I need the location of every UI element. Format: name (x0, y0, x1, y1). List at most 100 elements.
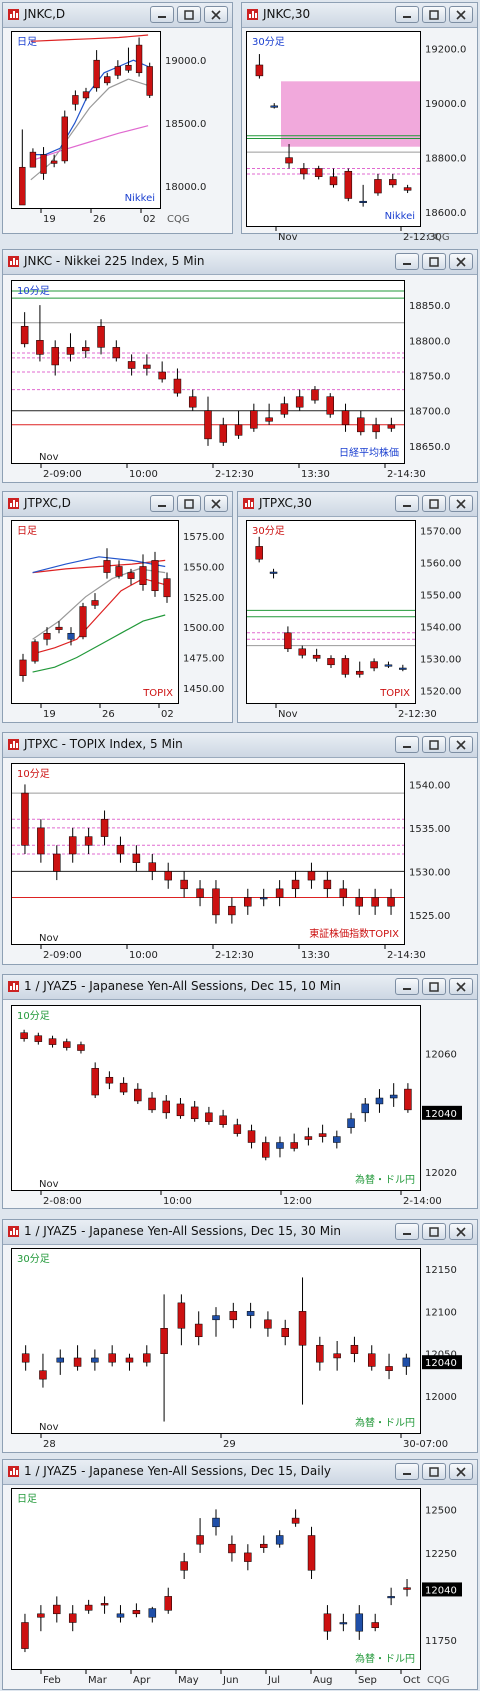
close-button[interactable] (449, 253, 473, 270)
minimize-button[interactable] (395, 6, 419, 23)
candle-body (275, 888, 284, 898)
last-price-label: 12040 (425, 1358, 457, 1369)
close-button[interactable] (449, 978, 473, 995)
candle-body (116, 1613, 125, 1618)
candle-body (82, 91, 90, 99)
title-bar[interactable]: JNKC,D (3, 3, 232, 28)
close-button[interactable] (449, 736, 473, 753)
restore-icon (429, 498, 439, 509)
candle-body (119, 1082, 128, 1093)
close-button[interactable] (204, 495, 228, 512)
title-bar[interactable]: JNKC,30 (242, 3, 477, 28)
candlestick-chart: 12060 12020 12040 2-08:00 10:00 12:00 2-14:00 N… (17, 1010, 462, 1207)
candle-body (370, 661, 378, 669)
title-bar[interactable]: JTPXC - TOPIX Index, 5 Min (3, 733, 477, 758)
chart-window-jtpxc-d: JTPXC,D 1575.00 1550.00 1525.00 1500.00 1475… (2, 491, 233, 723)
close-icon (456, 498, 466, 509)
candle-body (34, 1035, 43, 1042)
minimize-button[interactable] (150, 495, 174, 512)
restore-button[interactable] (177, 495, 201, 512)
y-tick-label: 1530.00 (409, 867, 450, 878)
close-button[interactable] (449, 495, 473, 512)
x-tick-label: 2-14:00 (403, 1196, 442, 1207)
candle-body (50, 160, 58, 164)
timeframe-label: 10分足 (17, 285, 50, 297)
minimize-button[interactable] (150, 6, 174, 23)
close-button[interactable] (449, 1223, 473, 1240)
candle-body (100, 1603, 109, 1606)
title-bar[interactable]: JNKC - Nikkei 225 Index, 5 Min (3, 250, 477, 275)
candle-body (31, 641, 39, 662)
minimize-icon (403, 745, 411, 748)
chart-plot-area[interactable] (11, 1005, 421, 1191)
instrument-label: Nikkei (385, 211, 415, 222)
candle-body (262, 1142, 270, 1158)
chart-plot-area[interactable] (11, 520, 179, 704)
candle-body (361, 1103, 369, 1114)
candle-body (143, 364, 151, 369)
last-price-box (422, 1105, 462, 1120)
restore-button[interactable] (422, 253, 446, 270)
candle-body (164, 1596, 172, 1611)
y-tick-label: 1520.00 (420, 686, 461, 697)
title-bar[interactable]: 1 / JYAZ5 - Japanese Yen-All Sessions, D… (3, 1220, 477, 1245)
candle-body (339, 1622, 348, 1625)
y-tick-label: 1450.00 (183, 684, 224, 695)
candle-body (250, 410, 258, 429)
chart-plot-area[interactable] (11, 1248, 421, 1434)
minimize-button[interactable] (395, 736, 419, 753)
restore-icon (184, 9, 194, 20)
restore-button[interactable] (422, 1463, 446, 1480)
restore-button[interactable] (177, 6, 201, 23)
moving-average-line (30, 34, 149, 42)
close-button[interactable] (204, 6, 228, 23)
candle-body (173, 378, 182, 394)
candle-body (387, 424, 396, 429)
title-bar[interactable]: JTPXC,D (3, 492, 232, 517)
candle-body (84, 836, 93, 846)
candle-body (314, 168, 323, 177)
y-tick-label: 1475.00 (183, 654, 224, 665)
x-tick-label: 29 (223, 1439, 236, 1450)
last-price-label: 12040 (425, 1109, 457, 1120)
restore-button[interactable] (422, 978, 446, 995)
restore-button[interactable] (422, 6, 446, 23)
candle-body (341, 658, 350, 675)
close-button[interactable] (449, 1463, 473, 1480)
window-title: JNKC,30 (263, 7, 311, 21)
window-title: JNKC - Nikkei 225 Index, 5 Min (24, 254, 205, 268)
x-tick-label: 26 (102, 709, 115, 720)
y-tick-label: 18000.0 (165, 182, 206, 193)
title-bar[interactable]: 1 / JYAZ5 - Japanese Yen-All Sessions, D… (3, 975, 477, 1000)
candle-body (29, 151, 37, 168)
candle-body (68, 836, 77, 855)
minimize-button[interactable] (395, 495, 419, 512)
restore-button[interactable] (422, 736, 446, 753)
restore-button[interactable] (422, 1223, 446, 1240)
candle-body (244, 897, 252, 907)
last-price-box (422, 1582, 462, 1597)
candlestick-chart: 19200.0 19000.0 18800.0 18600.0 Nov 2-12:30 30… (247, 36, 466, 243)
x-tick-label: 19 (43, 214, 56, 225)
candle-body (291, 879, 300, 890)
restore-button[interactable] (422, 495, 446, 512)
x-tick-label: 10:00 (129, 469, 158, 480)
candle-body (234, 424, 243, 436)
candle-body (53, 1604, 61, 1615)
title-bar[interactable]: JTPXC,30 (238, 492, 477, 517)
minimize-button[interactable] (395, 253, 419, 270)
minimize-button[interactable] (395, 978, 419, 995)
instrument-label: 為替・ドル円 (355, 1652, 415, 1665)
candle-body (403, 187, 412, 191)
title-bar[interactable]: 1 / JYAZ5 - Japanese Yen-All Sessions, D… (3, 1460, 477, 1485)
chart-window-nikkei-5min: JNKC - Nikkei 225 Index, 5 Min 18850.0 18… (2, 249, 478, 483)
chart-plot-area[interactable] (246, 520, 416, 704)
candle-body (176, 1103, 185, 1117)
x-tick-label: 26 (93, 214, 106, 225)
minimize-button[interactable] (395, 1463, 419, 1480)
minimize-button[interactable] (395, 1223, 419, 1240)
minimize-icon (403, 15, 411, 18)
close-button[interactable] (449, 6, 473, 23)
candle-body (357, 417, 365, 433)
candle-body (323, 1613, 332, 1632)
